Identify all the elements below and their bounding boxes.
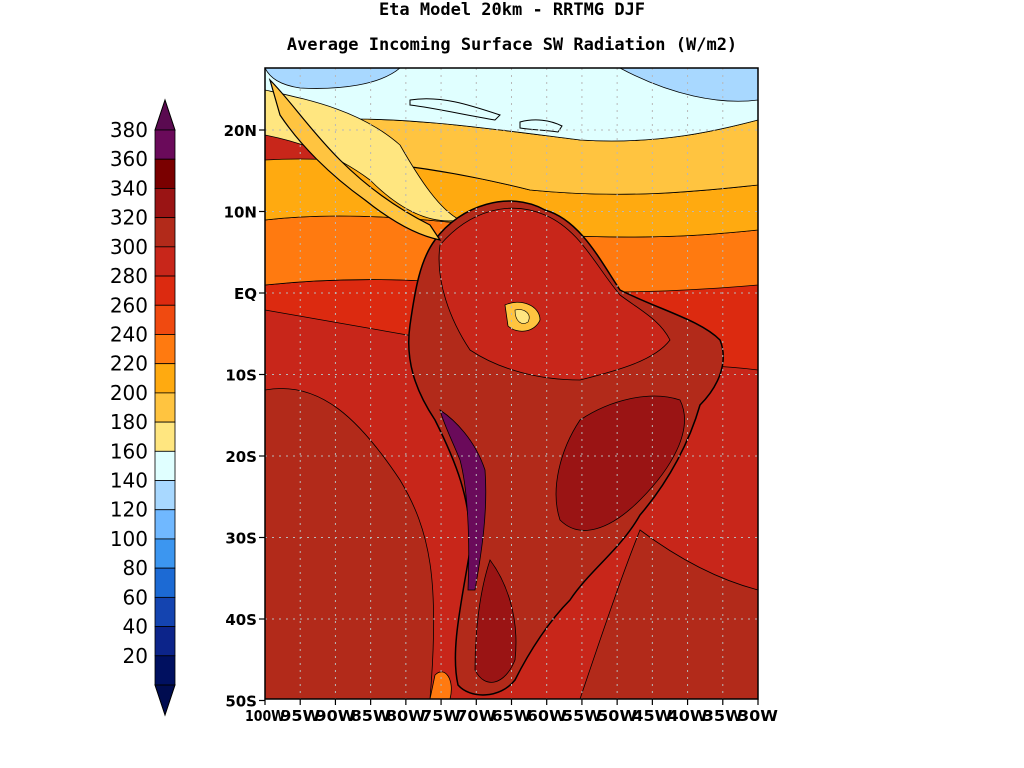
lon-label: 65W [492,707,532,725]
colorbar-label: 100 [110,527,148,551]
colorbar-label: 360 [110,147,148,171]
lat-label: 20S [225,448,257,466]
colorbar-band [154,392,176,423]
lon-label: 80W [386,707,426,725]
contour-band-south-atlantic [579,529,758,699]
lat-label: 10S [225,367,257,385]
colorbar-label: 120 [110,498,148,522]
colorbar-band [154,596,176,627]
plot-title: Eta Model 20km - RRTMG DJF [378,0,646,20]
colorbar-band [154,509,176,540]
colorbar-label: 200 [110,381,148,405]
colorbar-band [154,480,176,511]
colorbar-band [154,421,176,452]
lat-label: EQ [234,285,257,303]
colorbar-label: 40 [123,615,148,639]
plot-subtitle: Average Incoming Surface SW Radiation (W… [286,35,738,55]
colorbar-band [154,567,176,598]
colorbar-label: 240 [110,322,148,346]
contour-band-160-gulf [265,68,401,89]
lat-label: 30S [225,530,257,548]
colorbar-label: 180 [110,410,148,434]
colorbar-band [154,188,176,219]
lon-label: 30W [738,707,778,725]
colorbar-band [154,363,176,394]
land-cuba [409,98,501,121]
radiation-map: 20N 10N EQ 10S 20S 30S 40S 50S 100W95W90W85W80W… [224,67,778,725]
colorbar-label: 340 [110,176,148,200]
lon-label: 50W [597,707,637,725]
lat-label: 10N [224,204,257,222]
colorbar-band [154,450,176,481]
lon-label: 90W [315,707,355,725]
amazon-low-patch-inner [514,309,530,324]
land-argentina-340 [474,559,517,683]
colorbar-label: 300 [110,235,148,259]
colorbar-band [154,334,176,365]
colorbar-cap-top [154,98,176,131]
land-central-america [268,77,442,241]
colorbar-label: 380 [110,118,148,142]
colorbar-label: 280 [110,264,148,288]
lon-label: 70W [456,707,496,725]
lon-label: 75W [421,707,461,725]
lon-label: 60W [527,707,567,725]
lat-label: 50S [225,693,257,711]
colorbar-cap-bottom [154,684,176,717]
colorbar-band [154,158,176,189]
colorbar-label: 140 [110,469,148,493]
lat-label: 20N [224,122,257,140]
colorbar-band [154,275,176,306]
lon-label: 35W [703,707,743,725]
lon-label: 45W [632,707,672,725]
lat-label: 40S [225,611,257,629]
colorbar-label: 320 [110,206,148,230]
land-north-region-280 [438,207,671,381]
colorbar-label: 160 [110,439,148,463]
colorbar-label: 260 [110,293,148,317]
colorbar-band [154,538,176,569]
land-hispaniola [519,119,563,133]
lon-label: 85W [351,707,391,725]
colorbar: 380 360 340 320 300 280 260 240 220 200 180 160 140 1… [110,98,176,717]
colorbar-label: 80 [123,556,148,580]
lon-label: 55W [562,707,602,725]
lon-label: 95W [280,707,320,725]
lon-label: 40W [668,707,708,725]
colorbar-band [154,655,176,686]
colorbar-label: 60 [123,585,148,609]
colorbar-band [154,129,176,160]
andes-360-plus [439,409,487,591]
colorbar-band [154,246,176,277]
colorbar-band [154,304,176,335]
map-grid [265,68,758,699]
lon-label: 100W [245,707,285,725]
colorbar-band [154,626,176,657]
colorbar-label: 20 [123,644,148,668]
colorbar-band [154,217,176,248]
land-brazil-340 [555,395,685,531]
colorbar-label: 220 [110,352,148,376]
